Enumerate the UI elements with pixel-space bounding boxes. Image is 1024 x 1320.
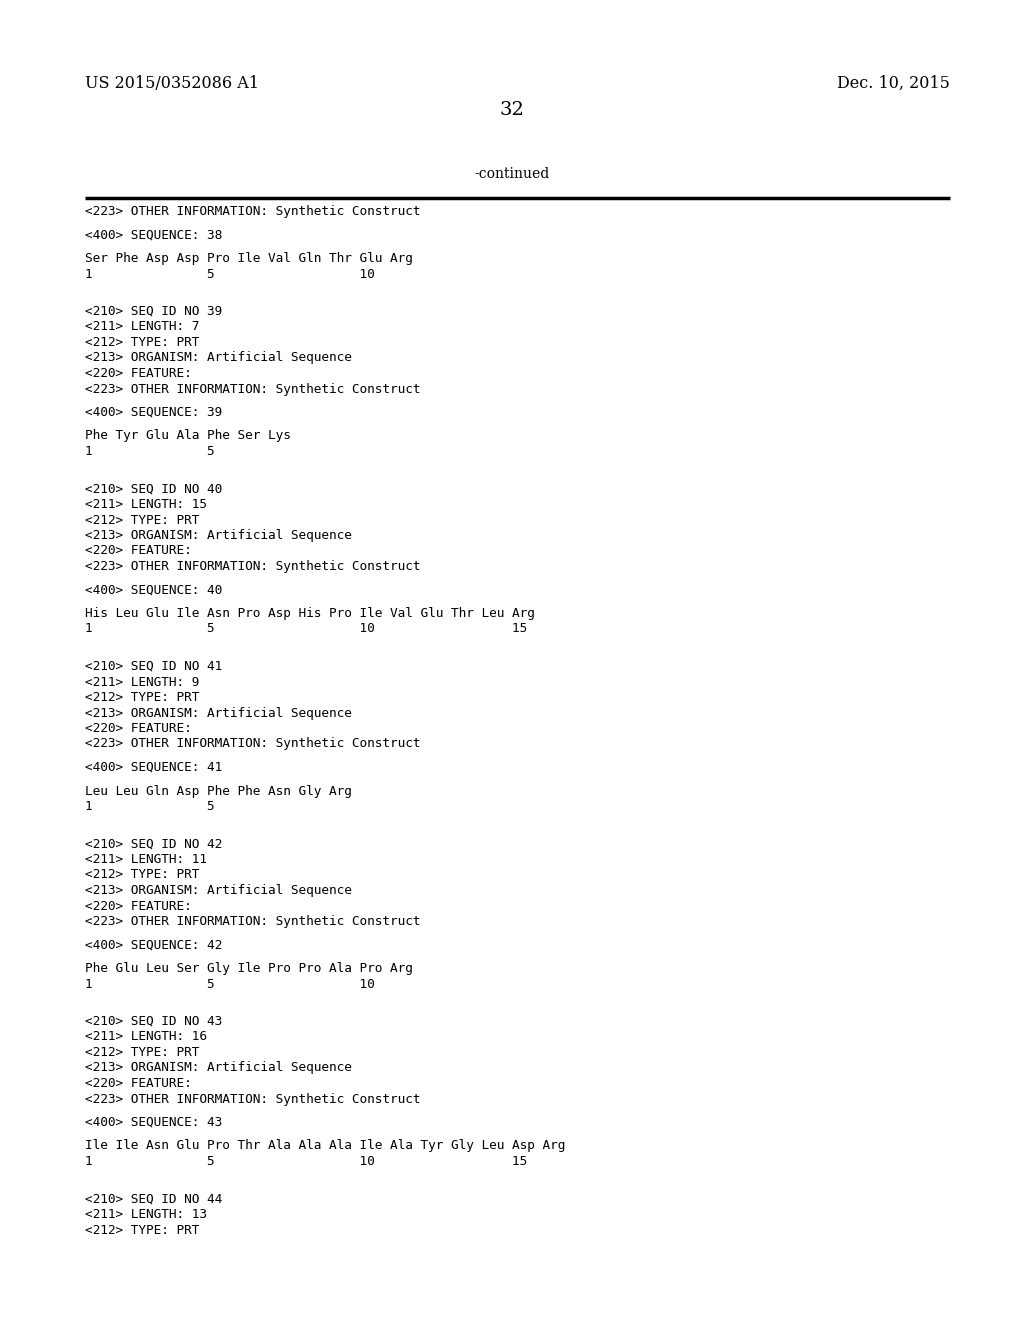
Text: <210> SEQ ID NO 42: <210> SEQ ID NO 42 xyxy=(85,837,222,850)
Text: <220> FEATURE:: <220> FEATURE: xyxy=(85,544,191,557)
Text: <223> OTHER INFORMATION: Synthetic Construct: <223> OTHER INFORMATION: Synthetic Const… xyxy=(85,383,421,396)
Text: <210> SEQ ID NO 40: <210> SEQ ID NO 40 xyxy=(85,483,222,495)
Text: <212> TYPE: PRT: <212> TYPE: PRT xyxy=(85,513,200,527)
Text: <400> SEQUENCE: 42: <400> SEQUENCE: 42 xyxy=(85,939,222,952)
Text: 1               5: 1 5 xyxy=(85,800,215,813)
Text: <213> ORGANISM: Artificial Sequence: <213> ORGANISM: Artificial Sequence xyxy=(85,351,352,364)
Text: <213> ORGANISM: Artificial Sequence: <213> ORGANISM: Artificial Sequence xyxy=(85,706,352,719)
Text: Phe Glu Leu Ser Gly Ile Pro Pro Ala Pro Arg: Phe Glu Leu Ser Gly Ile Pro Pro Ala Pro … xyxy=(85,962,413,975)
Text: <213> ORGANISM: Artificial Sequence: <213> ORGANISM: Artificial Sequence xyxy=(85,884,352,898)
Text: <220> FEATURE:: <220> FEATURE: xyxy=(85,722,191,735)
Text: 32: 32 xyxy=(500,102,524,119)
Text: Dec. 10, 2015: Dec. 10, 2015 xyxy=(838,75,950,92)
Text: <210> SEQ ID NO 39: <210> SEQ ID NO 39 xyxy=(85,305,222,318)
Text: <212> TYPE: PRT: <212> TYPE: PRT xyxy=(85,869,200,882)
Text: -continued: -continued xyxy=(474,168,550,181)
Text: <213> ORGANISM: Artificial Sequence: <213> ORGANISM: Artificial Sequence xyxy=(85,1061,352,1074)
Text: <223> OTHER INFORMATION: Synthetic Construct: <223> OTHER INFORMATION: Synthetic Const… xyxy=(85,915,421,928)
Text: <223> OTHER INFORMATION: Synthetic Construct: <223> OTHER INFORMATION: Synthetic Const… xyxy=(85,560,421,573)
Text: <220> FEATURE:: <220> FEATURE: xyxy=(85,1077,191,1090)
Text: <211> LENGTH: 15: <211> LENGTH: 15 xyxy=(85,498,207,511)
Text: <212> TYPE: PRT: <212> TYPE: PRT xyxy=(85,690,200,704)
Text: <210> SEQ ID NO 41: <210> SEQ ID NO 41 xyxy=(85,660,222,673)
Text: Leu Leu Gln Asp Phe Phe Asn Gly Arg: Leu Leu Gln Asp Phe Phe Asn Gly Arg xyxy=(85,784,352,797)
Text: His Leu Glu Ile Asn Pro Asp His Pro Ile Val Glu Thr Leu Arg: His Leu Glu Ile Asn Pro Asp His Pro Ile … xyxy=(85,607,535,620)
Text: <211> LENGTH: 13: <211> LENGTH: 13 xyxy=(85,1208,207,1221)
Text: 1               5                   10: 1 5 10 xyxy=(85,978,375,990)
Text: <213> ORGANISM: Artificial Sequence: <213> ORGANISM: Artificial Sequence xyxy=(85,529,352,543)
Text: <210> SEQ ID NO 44: <210> SEQ ID NO 44 xyxy=(85,1192,222,1205)
Text: <210> SEQ ID NO 43: <210> SEQ ID NO 43 xyxy=(85,1015,222,1028)
Text: <212> TYPE: PRT: <212> TYPE: PRT xyxy=(85,337,200,348)
Text: <223> OTHER INFORMATION: Synthetic Construct: <223> OTHER INFORMATION: Synthetic Const… xyxy=(85,1093,421,1106)
Text: <400> SEQUENCE: 43: <400> SEQUENCE: 43 xyxy=(85,1115,222,1129)
Text: <211> LENGTH: 9: <211> LENGTH: 9 xyxy=(85,676,200,689)
Text: <212> TYPE: PRT: <212> TYPE: PRT xyxy=(85,1045,200,1059)
Text: <400> SEQUENCE: 40: <400> SEQUENCE: 40 xyxy=(85,583,222,597)
Text: <211> LENGTH: 16: <211> LENGTH: 16 xyxy=(85,1031,207,1044)
Text: 1               5                   10                  15: 1 5 10 15 xyxy=(85,1155,527,1168)
Text: 1               5: 1 5 xyxy=(85,445,215,458)
Text: <220> FEATURE:: <220> FEATURE: xyxy=(85,367,191,380)
Text: <212> TYPE: PRT: <212> TYPE: PRT xyxy=(85,1224,200,1237)
Text: Ile Ile Asn Glu Pro Thr Ala Ala Ala Ile Ala Tyr Gly Leu Asp Arg: Ile Ile Asn Glu Pro Thr Ala Ala Ala Ile … xyxy=(85,1139,565,1152)
Text: <400> SEQUENCE: 41: <400> SEQUENCE: 41 xyxy=(85,762,222,774)
Text: <211> LENGTH: 7: <211> LENGTH: 7 xyxy=(85,321,200,334)
Text: <220> FEATURE:: <220> FEATURE: xyxy=(85,899,191,912)
Text: US 2015/0352086 A1: US 2015/0352086 A1 xyxy=(85,75,259,92)
Text: <211> LENGTH: 11: <211> LENGTH: 11 xyxy=(85,853,207,866)
Text: <400> SEQUENCE: 38: <400> SEQUENCE: 38 xyxy=(85,228,222,242)
Text: 1               5                   10: 1 5 10 xyxy=(85,268,375,281)
Text: Ser Phe Asp Asp Pro Ile Val Gln Thr Glu Arg: Ser Phe Asp Asp Pro Ile Val Gln Thr Glu … xyxy=(85,252,413,265)
Text: Phe Tyr Glu Ala Phe Ser Lys: Phe Tyr Glu Ala Phe Ser Lys xyxy=(85,429,291,442)
Text: 1               5                   10                  15: 1 5 10 15 xyxy=(85,623,527,635)
Text: <223> OTHER INFORMATION: Synthetic Construct: <223> OTHER INFORMATION: Synthetic Const… xyxy=(85,738,421,751)
Text: <223> OTHER INFORMATION: Synthetic Construct: <223> OTHER INFORMATION: Synthetic Const… xyxy=(85,205,421,218)
Text: <400> SEQUENCE: 39: <400> SEQUENCE: 39 xyxy=(85,407,222,418)
